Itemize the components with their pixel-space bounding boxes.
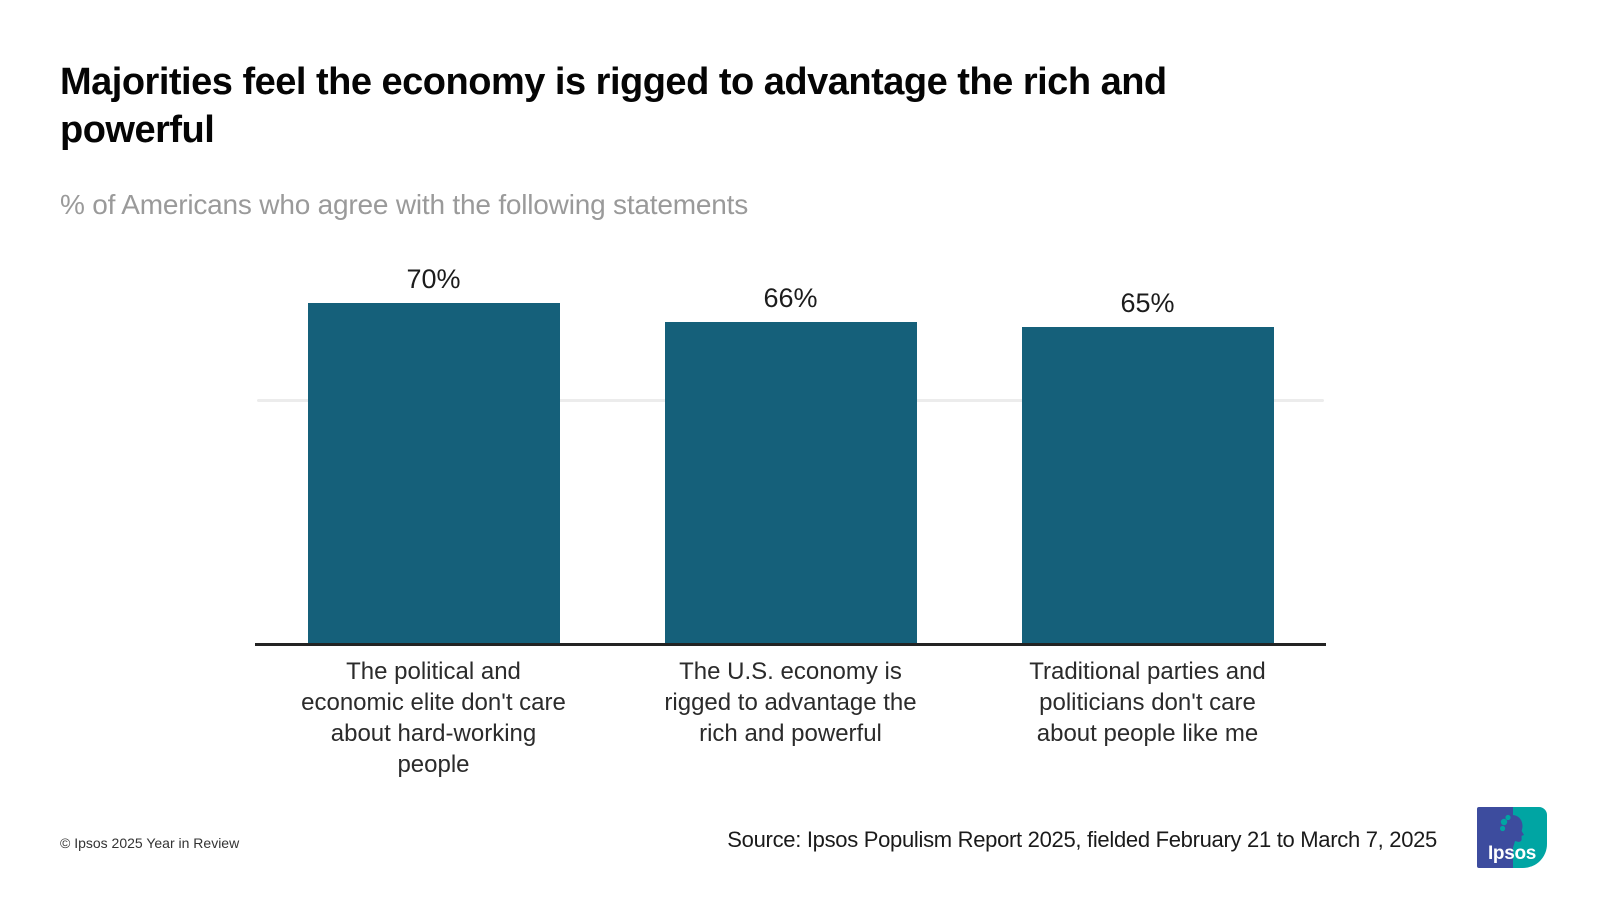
bars-row: 70% 66% 65% xyxy=(255,0,1326,643)
source-text: Source: Ipsos Populism Report 2025, fiel… xyxy=(727,827,1437,852)
category-label-political-elite: The political and economic elite don't c… xyxy=(301,658,566,778)
bar-group-traditional-parties: 65% xyxy=(969,0,1326,643)
ipsos-logo: Ipsos xyxy=(1477,807,1547,868)
copyright-text: © Ipsos 2025 Year in Review xyxy=(60,835,240,851)
bar-group-political-elite: 70% xyxy=(255,0,612,643)
bar-economy-rigged xyxy=(664,322,917,643)
bar-traditional-parties xyxy=(1021,327,1274,643)
bar-value-label: 70% xyxy=(406,264,461,294)
bar-value-label: 65% xyxy=(1120,288,1175,318)
chart-title: Majorities feel the economy is rigged to… xyxy=(60,61,1167,151)
bar-group-economy-rigged: 66% xyxy=(612,0,969,643)
category-label-traditional-parties: Traditional parties and politicians don'… xyxy=(1029,658,1266,747)
x-axis-line xyxy=(255,643,1326,646)
logo-wordmark: Ipsos xyxy=(1487,843,1537,864)
category-label-economy-rigged: The U.S. economy is rigged to advantage … xyxy=(664,658,917,747)
bar-chart: 70% 66% 65% The political and economic e… xyxy=(255,0,1326,790)
category-labels-row: The political and economic elite don't c… xyxy=(255,656,1326,780)
bar-political-elite xyxy=(307,303,560,643)
bar-value-label: 66% xyxy=(763,283,818,313)
face-silhouette-icon xyxy=(1500,814,1524,850)
chart-subtitle: % of Americans who agree with the follow… xyxy=(60,189,748,220)
